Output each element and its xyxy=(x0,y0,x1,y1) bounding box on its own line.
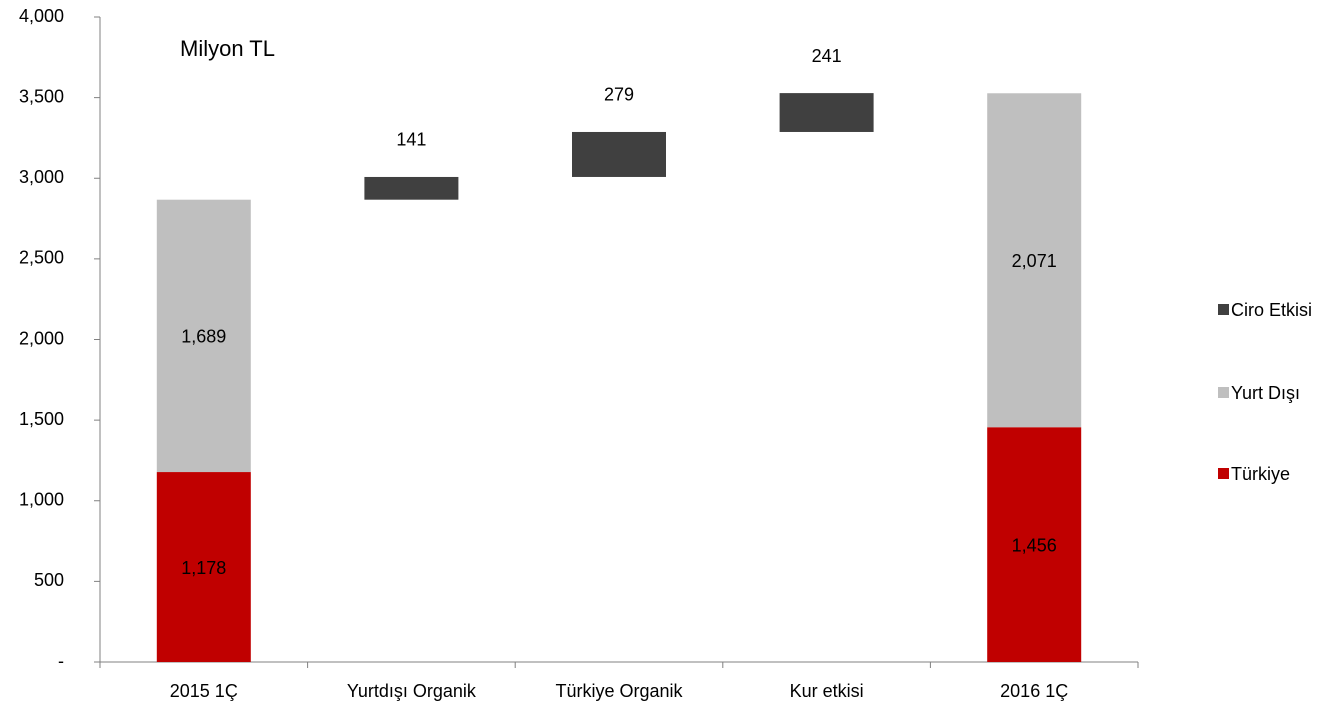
data-label: 2,071 xyxy=(1012,251,1057,271)
y-tick-label: 3,000 xyxy=(19,167,64,187)
bar xyxy=(779,93,874,132)
x-tick-label: Yurtdışı Organik xyxy=(347,681,477,701)
x-tick-label: 2016 1Ç xyxy=(1000,681,1068,701)
legend-swatch xyxy=(1218,387,1229,398)
legend-label: Türkiye xyxy=(1231,464,1290,484)
data-label: 279 xyxy=(604,85,634,105)
annotation: Milyon TL xyxy=(180,36,275,61)
bar xyxy=(987,93,1082,428)
data-label: 141 xyxy=(396,130,426,150)
bar xyxy=(364,176,459,200)
data-label: 1,456 xyxy=(1012,535,1057,555)
y-tick-label: 2,500 xyxy=(19,248,64,268)
y-tick-label: - xyxy=(58,651,64,671)
legend-label: Ciro Etkisi xyxy=(1231,300,1312,320)
x-tick-label: Kur etkisi xyxy=(790,681,864,701)
data-label: 241 xyxy=(812,46,842,66)
bar xyxy=(156,472,251,662)
y-tick-label: 3,500 xyxy=(19,86,64,106)
y-tick-label: 1,000 xyxy=(19,490,64,510)
y-tick-label: 4,000 xyxy=(19,6,64,26)
y-tick-label: 2,000 xyxy=(19,328,64,348)
legend-label: Yurt Dışı xyxy=(1231,383,1300,403)
x-tick-label: 2015 1Ç xyxy=(170,681,238,701)
data-label: 1,178 xyxy=(181,558,226,578)
data-label: 1,689 xyxy=(181,327,226,347)
legend-swatch xyxy=(1218,468,1229,479)
y-tick-label: 1,500 xyxy=(19,409,64,429)
bar xyxy=(987,427,1082,662)
bar xyxy=(572,131,666,177)
legend-swatch xyxy=(1218,304,1229,315)
y-tick-label: 500 xyxy=(34,570,64,590)
x-tick-label: Türkiye Organik xyxy=(555,681,683,701)
bar xyxy=(156,199,251,473)
